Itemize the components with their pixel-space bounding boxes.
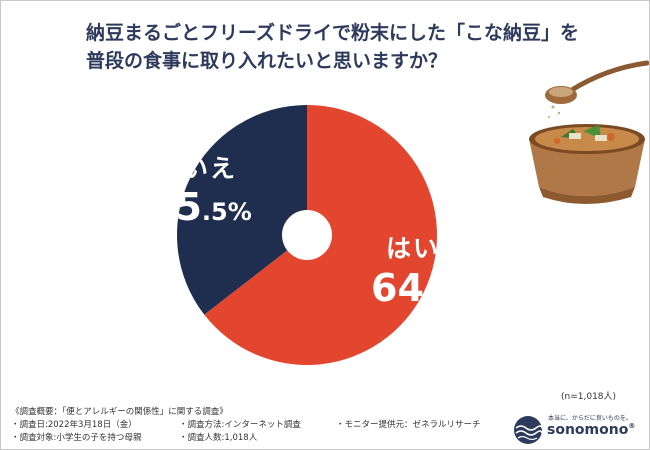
sonomono-wave-logo-icon [514, 416, 543, 444]
slice-value-no-int: 35 [149, 185, 202, 229]
donut-hole [282, 210, 332, 260]
slice-value-yes: 64.5% [371, 266, 474, 310]
chart-title: 納豆まるごとフリーズドライで粉末にした「こな納豆」を 普段の食事に取り入れたいと… [86, 19, 580, 75]
survey-count: ・調査人数:1,018人 [179, 433, 258, 443]
logo-registered-mark: ® [628, 422, 636, 430]
slice-label-yes: はい [386, 234, 441, 263]
pie-slice-no [176, 105, 307, 315]
miso-soup-bowl-icon [521, 59, 649, 209]
survey-overview-title: 《調査概要：「便とアレルギーの関係性」に関する調査》 [11, 407, 228, 417]
sonomono-logo: 本当に、からだに良いものを。 sonomono® [513, 411, 643, 447]
logo-wordmark: sonomono® [547, 422, 635, 438]
slice-value-yes-int: 64 [371, 266, 424, 310]
survey-method: ・調査方法:インターネット調査 [179, 420, 301, 430]
logo-wordmark-text: sonomono [547, 422, 629, 438]
logo-tagline: 本当に、からだに良いものを。 [548, 415, 632, 422]
survey-overview: 《調査概要：「便とアレルギーの関係性」に関する調査》 ・調査日:2022年3月1… [11, 406, 491, 445]
survey-provider: ・モニター提供元：ゼネラルリサーチ [336, 420, 481, 430]
survey-target: ・調査対象:小学生の子を持つ母親 [11, 433, 142, 443]
survey-date: ・調査日:2022年3月18日（金） [11, 420, 137, 430]
respondents-count: (n=1,018人) [561, 392, 617, 402]
slice-value-yes-dec: .5% [423, 279, 474, 307]
chart-title-line2: 普段の食事に取り入れたいと思いますか？ [86, 50, 448, 72]
slice-value-no-dec: .5% [201, 198, 252, 226]
slice-label-no: いいえ [156, 154, 238, 183]
slice-value-no: 35.5% [149, 185, 252, 229]
chart-title-line1: 納豆まるごとフリーズドライで粉末にした「こな納豆」を [86, 22, 580, 44]
